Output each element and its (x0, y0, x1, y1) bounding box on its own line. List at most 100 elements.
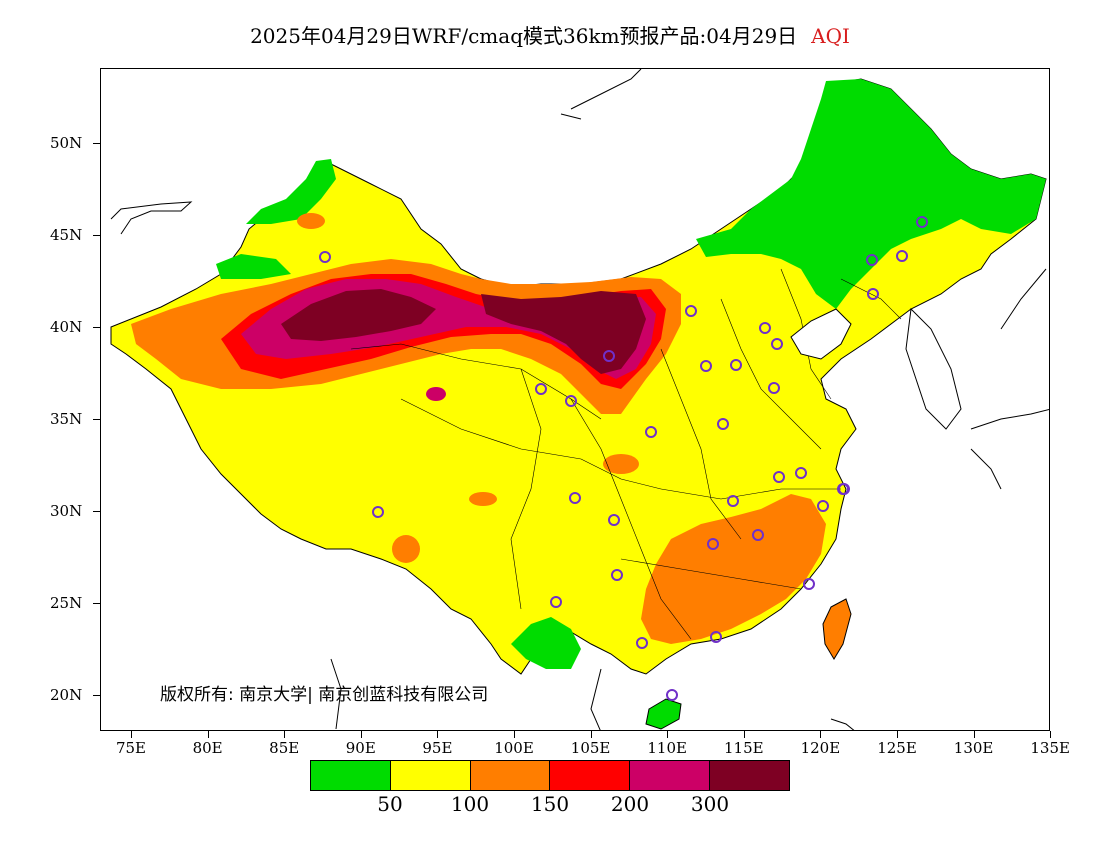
y-axis-label: 35N (50, 410, 83, 428)
y-axis-tick (93, 603, 101, 604)
y-axis-tick (93, 143, 101, 144)
orange-southeast-region (641, 494, 826, 644)
site-marker (611, 569, 623, 581)
x-axis-tick (820, 731, 822, 738)
y-axis-label: 40N (50, 318, 83, 336)
x-axis-tick (667, 731, 669, 738)
x-axis-label: 105E (570, 739, 611, 757)
x-axis-tick (207, 731, 209, 738)
site-marker (768, 382, 780, 394)
map-plot-area (100, 68, 1050, 731)
legend-swatch (311, 761, 391, 790)
x-axis-tick (897, 731, 898, 738)
site-marker (771, 338, 783, 350)
x-axis-tick (131, 731, 132, 738)
site-marker (707, 538, 719, 550)
y-axis-tick (93, 511, 101, 512)
green-northeast-region (696, 79, 1046, 309)
x-axis-tick (284, 731, 286, 738)
legend-label: 150 (530, 792, 570, 816)
site-marker (565, 395, 577, 407)
y-axis-label: 30N (50, 502, 83, 520)
y-axis-label: 20N (50, 686, 83, 704)
y-axis-label: 45N (50, 226, 83, 244)
legend-label: 200 (610, 792, 650, 816)
site-marker (717, 418, 729, 430)
site-marker (916, 216, 928, 228)
province-borders (350, 268, 902, 640)
green-southwest-region (511, 617, 581, 669)
x-axis-tick (743, 731, 745, 738)
legend-swatch (550, 761, 631, 790)
x-axis-tick (437, 731, 439, 738)
site-marker (773, 471, 785, 483)
y-axis-label: 50N (50, 134, 83, 152)
sakhalin-outline (560, 69, 642, 120)
site-marker (569, 492, 581, 504)
bohai-sea (790, 308, 852, 360)
aqi-map (110, 69, 1049, 730)
site-marker (645, 426, 657, 438)
site-marker (700, 360, 712, 372)
x-axis-tick (1050, 731, 1052, 738)
site-marker (867, 288, 879, 300)
y-axis-tick (93, 419, 101, 420)
y-axis-tick (93, 327, 101, 328)
site-marker (795, 467, 807, 479)
x-axis-tick (360, 731, 362, 738)
x-axis-tick (973, 731, 975, 738)
x-axis-label: 85E (269, 739, 300, 757)
site-marker (803, 578, 815, 590)
y-axis-tick (93, 695, 101, 696)
x-axis-label: 100E (494, 739, 534, 757)
x-axis-label: 95E (422, 739, 453, 757)
orange-patch (603, 454, 639, 474)
monitoring-sites (319, 216, 928, 701)
site-marker (666, 689, 678, 701)
x-axis-label: 90E (345, 739, 376, 757)
southeast-asia-outline (330, 658, 855, 730)
site-marker (603, 350, 615, 362)
legend-swatch (390, 761, 471, 790)
title-main: 2025年04月29日WRF/cmaq模式36km预报产品:04月29日 (250, 24, 798, 48)
red-patch (426, 387, 446, 401)
x-axis-label: 130E (953, 739, 994, 757)
site-marker (896, 250, 908, 262)
red-patch (297, 213, 325, 229)
legend-label: 300 (690, 792, 730, 816)
site-marker (727, 495, 739, 507)
korea-outline (905, 307, 962, 430)
site-marker (752, 529, 764, 541)
site-marker (372, 506, 384, 518)
x-axis-label: 80E (192, 739, 223, 757)
x-axis-label: 115E (724, 739, 764, 757)
orange-patch (469, 492, 497, 506)
legend-label: 100 (450, 792, 490, 816)
y-axis-tick (93, 235, 101, 236)
title-variable: AQI (811, 24, 850, 48)
legend-label: 50 (377, 792, 403, 816)
copyright-text: 版权所有: 南京大学| 南京创蓝科技有限公司 (160, 685, 489, 705)
site-marker (710, 631, 722, 643)
japan-outline (970, 268, 1049, 490)
balkhash-outline (110, 201, 193, 235)
color-legend (310, 760, 790, 791)
green-west-patch (216, 254, 291, 279)
x-axis-tick (514, 731, 515, 738)
legend-swatch (630, 761, 711, 790)
site-marker (759, 322, 771, 334)
site-marker (817, 500, 829, 512)
site-marker (685, 305, 697, 317)
site-marker (866, 254, 878, 266)
legend-swatch (710, 761, 789, 790)
x-axis-label: 110E (647, 739, 687, 757)
x-axis-label: 125E (877, 739, 917, 757)
site-marker (636, 637, 648, 649)
site-marker (838, 483, 850, 495)
site-marker (535, 383, 547, 395)
x-axis-tick (590, 731, 592, 738)
x-axis-label: 135E (1030, 739, 1070, 757)
legend-swatch (470, 761, 551, 790)
orange-patch (392, 535, 420, 563)
taiwan (822, 598, 852, 660)
